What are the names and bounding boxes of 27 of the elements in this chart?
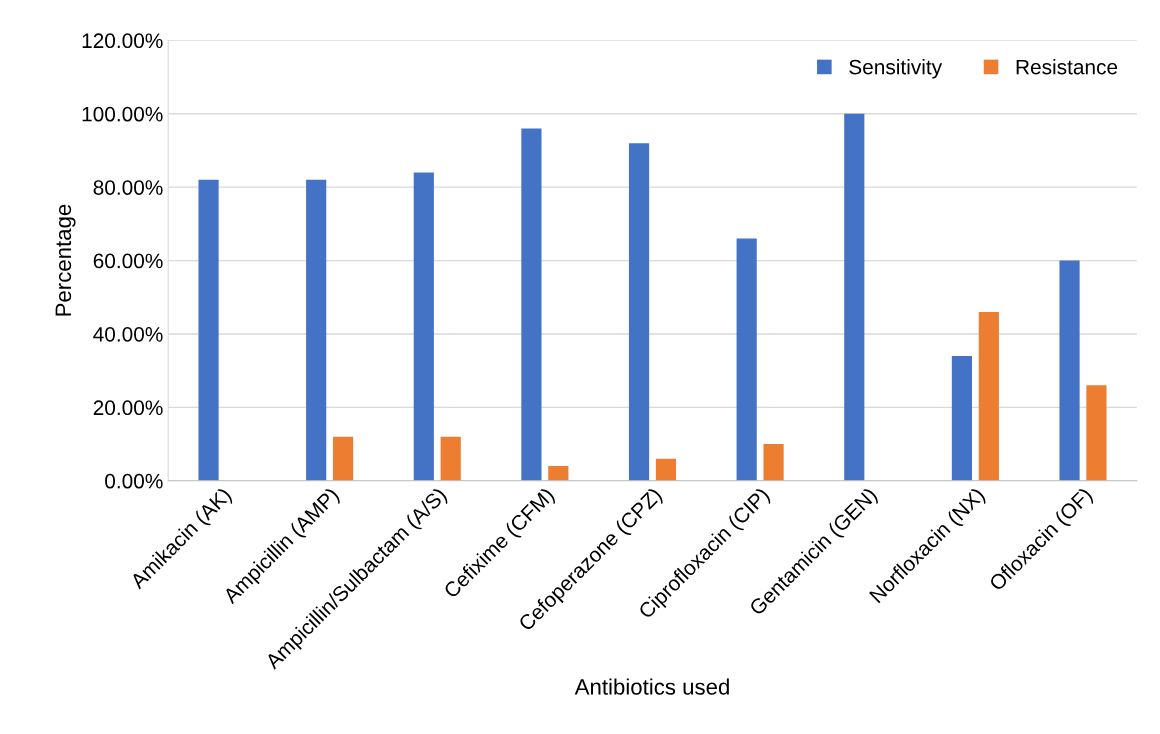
bar	[978, 311, 999, 481]
y-axis-title: Percentage	[55, 204, 76, 316]
bar	[306, 179, 327, 481]
y-tick-label: 60.00%	[93, 253, 163, 269]
bar	[736, 238, 757, 481]
y-tick-label: 40.00%	[93, 326, 163, 342]
legend-label: Resistance	[1016, 59, 1118, 75]
y-tick-label: 20.00%	[93, 400, 163, 416]
bar	[628, 143, 650, 481]
y-tick-label: 80.00%	[93, 180, 163, 195]
bar	[198, 179, 219, 481]
bar	[521, 128, 542, 481]
bar	[655, 458, 677, 481]
bar	[440, 436, 461, 481]
bar	[763, 444, 784, 481]
y-tick-label: 0.00%	[105, 473, 163, 489]
y-tick-label: 100.00%	[82, 106, 163, 122]
y-tick-label: 120.00%	[82, 33, 163, 49]
x-axis-title: Antibiotics used	[574, 678, 729, 695]
bar	[413, 172, 434, 481]
bar	[333, 436, 354, 481]
bar	[548, 466, 569, 481]
legend-label: Sensitivity	[849, 59, 943, 79]
bar	[1059, 260, 1080, 481]
bar	[844, 113, 865, 481]
bar	[951, 355, 972, 481]
bar	[1086, 385, 1107, 481]
